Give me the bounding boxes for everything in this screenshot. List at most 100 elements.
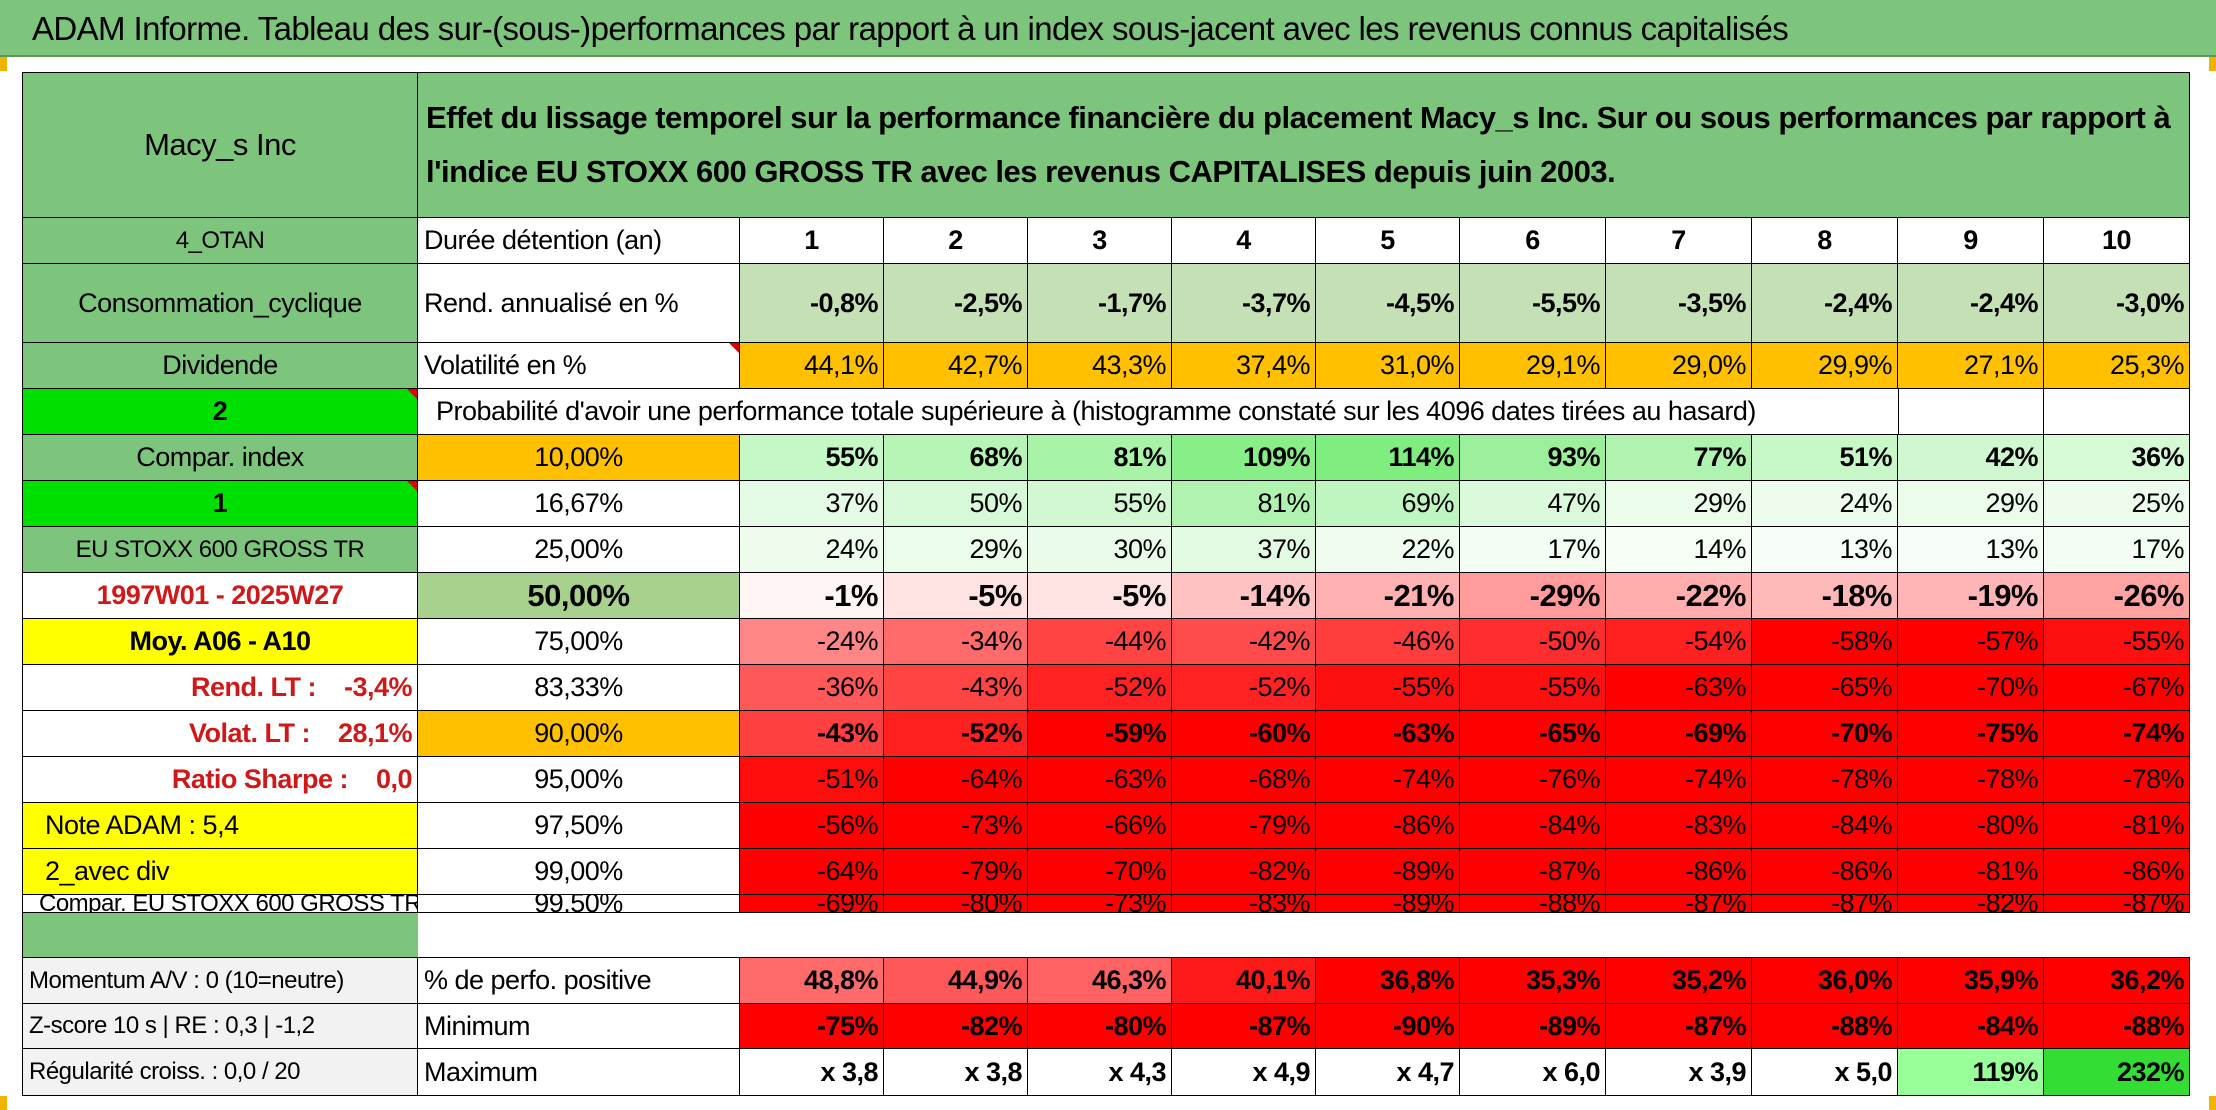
quantile-value: 29% [884, 527, 1028, 573]
quantile-value: -5% [1028, 573, 1172, 619]
quantile-value: -83% [1606, 803, 1752, 849]
quantile-value: 22% [1316, 527, 1460, 573]
quantile-value: -87% [1606, 895, 1752, 913]
quantile-value: -79% [884, 849, 1028, 895]
quantile-value: -86% [1606, 849, 1752, 895]
quantile-value: -74% [1606, 757, 1752, 803]
annualized-return: -2,4% [1752, 264, 1898, 343]
year-header: 6 [1460, 218, 1606, 264]
corner-marker-left [0, 57, 7, 71]
quantile-label: 16,67% [418, 481, 740, 527]
corner-marker-right [2209, 57, 2216, 71]
quantile-value: -67% [2044, 665, 2190, 711]
minimum-value: -89% [1460, 1004, 1606, 1049]
year-header: 8 [1752, 218, 1898, 264]
quantile-value: 36% [2044, 435, 2190, 481]
quantile-value: 30% [1028, 527, 1172, 573]
positive-performance: 48,8% [740, 958, 884, 1004]
quantile-value: 37% [740, 481, 884, 527]
param-two[interactable]: 2 [22, 389, 418, 435]
quantile-value: -26% [2044, 573, 2190, 619]
quantile-value: -63% [1028, 757, 1172, 803]
quantile-value: -51% [740, 757, 884, 803]
positive-performance: 35,2% [1606, 958, 1752, 1004]
quantile-value: 51% [1752, 435, 1898, 481]
quantile-value: -66% [1028, 803, 1172, 849]
quantile-value: 14% [1606, 527, 1752, 573]
maximum-value: 232% [2044, 1049, 2190, 1096]
quantile-label: 50,00% [418, 573, 740, 619]
volatility: 31,0% [1316, 343, 1460, 389]
quantile-value: -58% [1752, 619, 1898, 665]
quantile-value: -19% [1898, 573, 2044, 619]
ratio-sharpe: Ratio Sharpe : 0,0 [22, 757, 418, 803]
quantile-value: -78% [2044, 757, 2190, 803]
company-code: 4_OTAN [22, 218, 418, 264]
quantile-value: -64% [740, 849, 884, 895]
quantile-value: -60% [1172, 711, 1316, 757]
maximum-value: x 3,8 [740, 1049, 884, 1096]
quantile-value: -87% [2044, 895, 2190, 913]
annualized-return: -0,8% [740, 264, 884, 343]
year-header: 1 [740, 218, 884, 264]
probability-caption: Probabilité d'avoir une performance tota… [418, 389, 1898, 435]
quantile-value: -52% [1172, 665, 1316, 711]
quantile-value: -59% [1028, 711, 1172, 757]
quantile-value: -87% [1460, 849, 1606, 895]
regularite-label: Régularité croiss. : 0,0 / 20 [22, 1049, 418, 1096]
volatility: 42,7% [884, 343, 1028, 389]
year-header: 4 [1172, 218, 1316, 264]
quantile-value: -83% [1172, 895, 1316, 913]
annualized-return: -5,5% [1460, 264, 1606, 343]
quantile-value: -81% [1898, 849, 2044, 895]
quantile-value: 47% [1460, 481, 1606, 527]
quantile-value: -54% [1606, 619, 1752, 665]
year-header: 2 [884, 218, 1028, 264]
quantile-value: 55% [740, 435, 884, 481]
quantile-value: -63% [1606, 665, 1752, 711]
quantile-value: -65% [1460, 711, 1606, 757]
quantile-value: -52% [884, 711, 1028, 757]
quantile-value: 29% [1898, 481, 2044, 527]
volatility: 29,9% [1752, 343, 1898, 389]
param-one: 1 [22, 481, 418, 527]
minimum-value: -75% [740, 1004, 884, 1049]
positive-performance: 35,3% [1460, 958, 1606, 1004]
quantile-value: -73% [1028, 895, 1172, 913]
maximum-value: x 3,9 [1606, 1049, 1752, 1096]
dividend-label: Dividende [22, 343, 418, 389]
minimum-value: -88% [2044, 1004, 2190, 1049]
volat-lt: Volat. LT : 28,1% [22, 711, 418, 757]
quantile-value: -82% [1898, 895, 2044, 913]
performance-table: Macy_s Inc Effet du lissage temporel sur… [22, 72, 2192, 1096]
quantile-value: -42% [1172, 619, 1316, 665]
quantile-value: 114% [1316, 435, 1460, 481]
corner-marker-bottom-right [2209, 1096, 2216, 1110]
quantile-value: 24% [740, 527, 884, 573]
quantile-label: 90,00% [418, 711, 740, 757]
maximum-value: x 4,9 [1172, 1049, 1316, 1096]
minimum-value: -80% [1028, 1004, 1172, 1049]
label-maximum: Maximum [418, 1049, 740, 1096]
period: 1997W01 - 2025W27 [22, 573, 418, 619]
minimum-value: -87% [1606, 1004, 1752, 1049]
quantile-value: -69% [740, 895, 884, 913]
quantile-value: 37% [1172, 527, 1316, 573]
quantile-value: 42% [1898, 435, 2044, 481]
positive-performance: 46,3% [1028, 958, 1172, 1004]
quantile-value: 25% [2044, 481, 2190, 527]
quantile-value: 109% [1172, 435, 1316, 481]
positive-performance: 36,8% [1316, 958, 1460, 1004]
quantile-value: -44% [1028, 619, 1172, 665]
quantile-value: -76% [1460, 757, 1606, 803]
maximum-value: 119% [1898, 1049, 2044, 1096]
label-minimum: Minimum [418, 1004, 740, 1049]
quantile-label: 75,00% [418, 619, 740, 665]
quantile-value: 69% [1316, 481, 1460, 527]
quantile-value: -70% [1752, 711, 1898, 757]
volatility: 37,4% [1172, 343, 1316, 389]
quantile-value: -52% [1028, 665, 1172, 711]
quantile-value: -21% [1316, 573, 1460, 619]
quantile-value: -36% [740, 665, 884, 711]
quantile-value: -70% [1028, 849, 1172, 895]
